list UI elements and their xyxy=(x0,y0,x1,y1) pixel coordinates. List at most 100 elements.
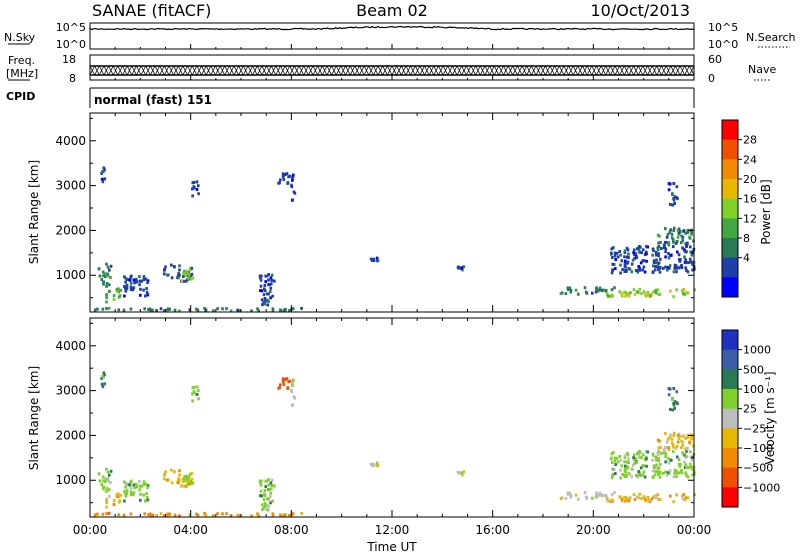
freq-hatch xyxy=(131,65,137,76)
freq-hatch xyxy=(688,65,695,76)
freq-hatch xyxy=(191,65,198,76)
x-tick-label: 04:00 xyxy=(173,523,208,537)
range-cell xyxy=(688,235,691,239)
range-cell xyxy=(112,499,116,503)
range-cell xyxy=(263,489,267,492)
range-cell xyxy=(645,259,648,263)
range-cell xyxy=(177,276,180,280)
range-cell xyxy=(657,457,660,461)
range-cell xyxy=(685,473,688,477)
range-cell xyxy=(178,309,181,313)
freq-hatch xyxy=(117,65,123,76)
range-cell xyxy=(192,185,196,189)
range-cell xyxy=(139,498,142,502)
freq-hatch xyxy=(647,65,653,76)
range-cell xyxy=(376,464,379,468)
colorbar-frame xyxy=(721,329,739,508)
range-cell xyxy=(657,498,660,501)
range-cell xyxy=(626,261,629,265)
range-cell xyxy=(644,449,648,453)
range-cell xyxy=(267,478,270,481)
freq-hatch xyxy=(173,65,179,76)
freq-hatch xyxy=(619,65,625,76)
range-cell xyxy=(650,497,654,501)
range-cell xyxy=(250,309,253,313)
range-cell xyxy=(124,276,128,280)
range-cell xyxy=(671,238,675,242)
range-cell xyxy=(681,289,684,293)
freq-hatch xyxy=(210,65,216,76)
range-cell xyxy=(268,283,271,287)
range-cell xyxy=(634,474,638,477)
freq-hatch xyxy=(512,65,518,76)
range-cell xyxy=(686,496,690,500)
velocity-ylabel: Slant Range [km] xyxy=(27,366,41,470)
range-cell xyxy=(627,457,630,461)
freq-hatch xyxy=(419,65,425,76)
range-cell xyxy=(204,308,208,312)
range-cell xyxy=(676,440,680,444)
range-cell xyxy=(635,495,639,499)
range-cell xyxy=(264,299,267,303)
range-cell xyxy=(676,455,679,459)
range-cell xyxy=(583,491,587,495)
x-tick-label: 00:00 xyxy=(677,523,712,537)
range-cell xyxy=(129,486,133,490)
range-cell xyxy=(656,470,659,474)
range-cell xyxy=(145,287,148,291)
range-cell xyxy=(615,456,619,460)
range-cell xyxy=(100,376,103,380)
range-cell xyxy=(672,450,675,454)
range-cell xyxy=(162,309,166,313)
range-cell xyxy=(678,259,682,263)
range-cell xyxy=(683,453,686,457)
range-cell xyxy=(101,375,104,379)
range-cell xyxy=(180,279,184,283)
range-cell xyxy=(610,498,614,502)
range-cell xyxy=(681,444,684,448)
range-cell xyxy=(269,286,273,290)
range-cell xyxy=(261,303,264,307)
freq-hatch xyxy=(428,65,435,76)
range-cell xyxy=(629,496,632,500)
freq-hatch xyxy=(354,65,360,76)
range-cell xyxy=(638,287,641,291)
range-cell xyxy=(633,257,636,260)
range-cell xyxy=(632,456,635,460)
range-cell xyxy=(282,178,286,181)
range-cell xyxy=(684,447,687,451)
range-cell xyxy=(656,453,660,457)
range-cell xyxy=(263,289,267,293)
range-cell xyxy=(677,253,681,257)
range-cell xyxy=(627,499,631,503)
range-cell xyxy=(637,265,640,269)
range-cell xyxy=(117,492,120,496)
range-cell xyxy=(659,265,662,269)
range-cell xyxy=(178,268,181,272)
range-cell xyxy=(666,266,670,270)
range-cell xyxy=(108,473,111,477)
range-cell xyxy=(129,285,133,289)
range-cell xyxy=(638,492,641,496)
range-cell xyxy=(273,484,276,488)
range-cell xyxy=(288,514,291,518)
range-cell xyxy=(613,286,616,290)
range-cell xyxy=(652,453,655,457)
range-cell xyxy=(636,270,640,274)
colorbar-segment xyxy=(722,349,738,370)
range-cell xyxy=(659,462,662,466)
freq-hatch xyxy=(614,65,621,76)
range-cell xyxy=(651,270,655,274)
range-cell xyxy=(636,475,640,479)
range-cell xyxy=(636,452,639,456)
colorbar-frame xyxy=(721,119,739,298)
range-cell xyxy=(620,497,624,501)
range-cell xyxy=(577,497,580,501)
range-cell xyxy=(676,433,680,437)
range-cell xyxy=(654,496,658,500)
range-cell xyxy=(594,290,598,294)
range-cell xyxy=(651,469,655,473)
range-cell xyxy=(623,290,626,294)
range-cell xyxy=(190,272,194,276)
range-cell xyxy=(102,166,106,170)
